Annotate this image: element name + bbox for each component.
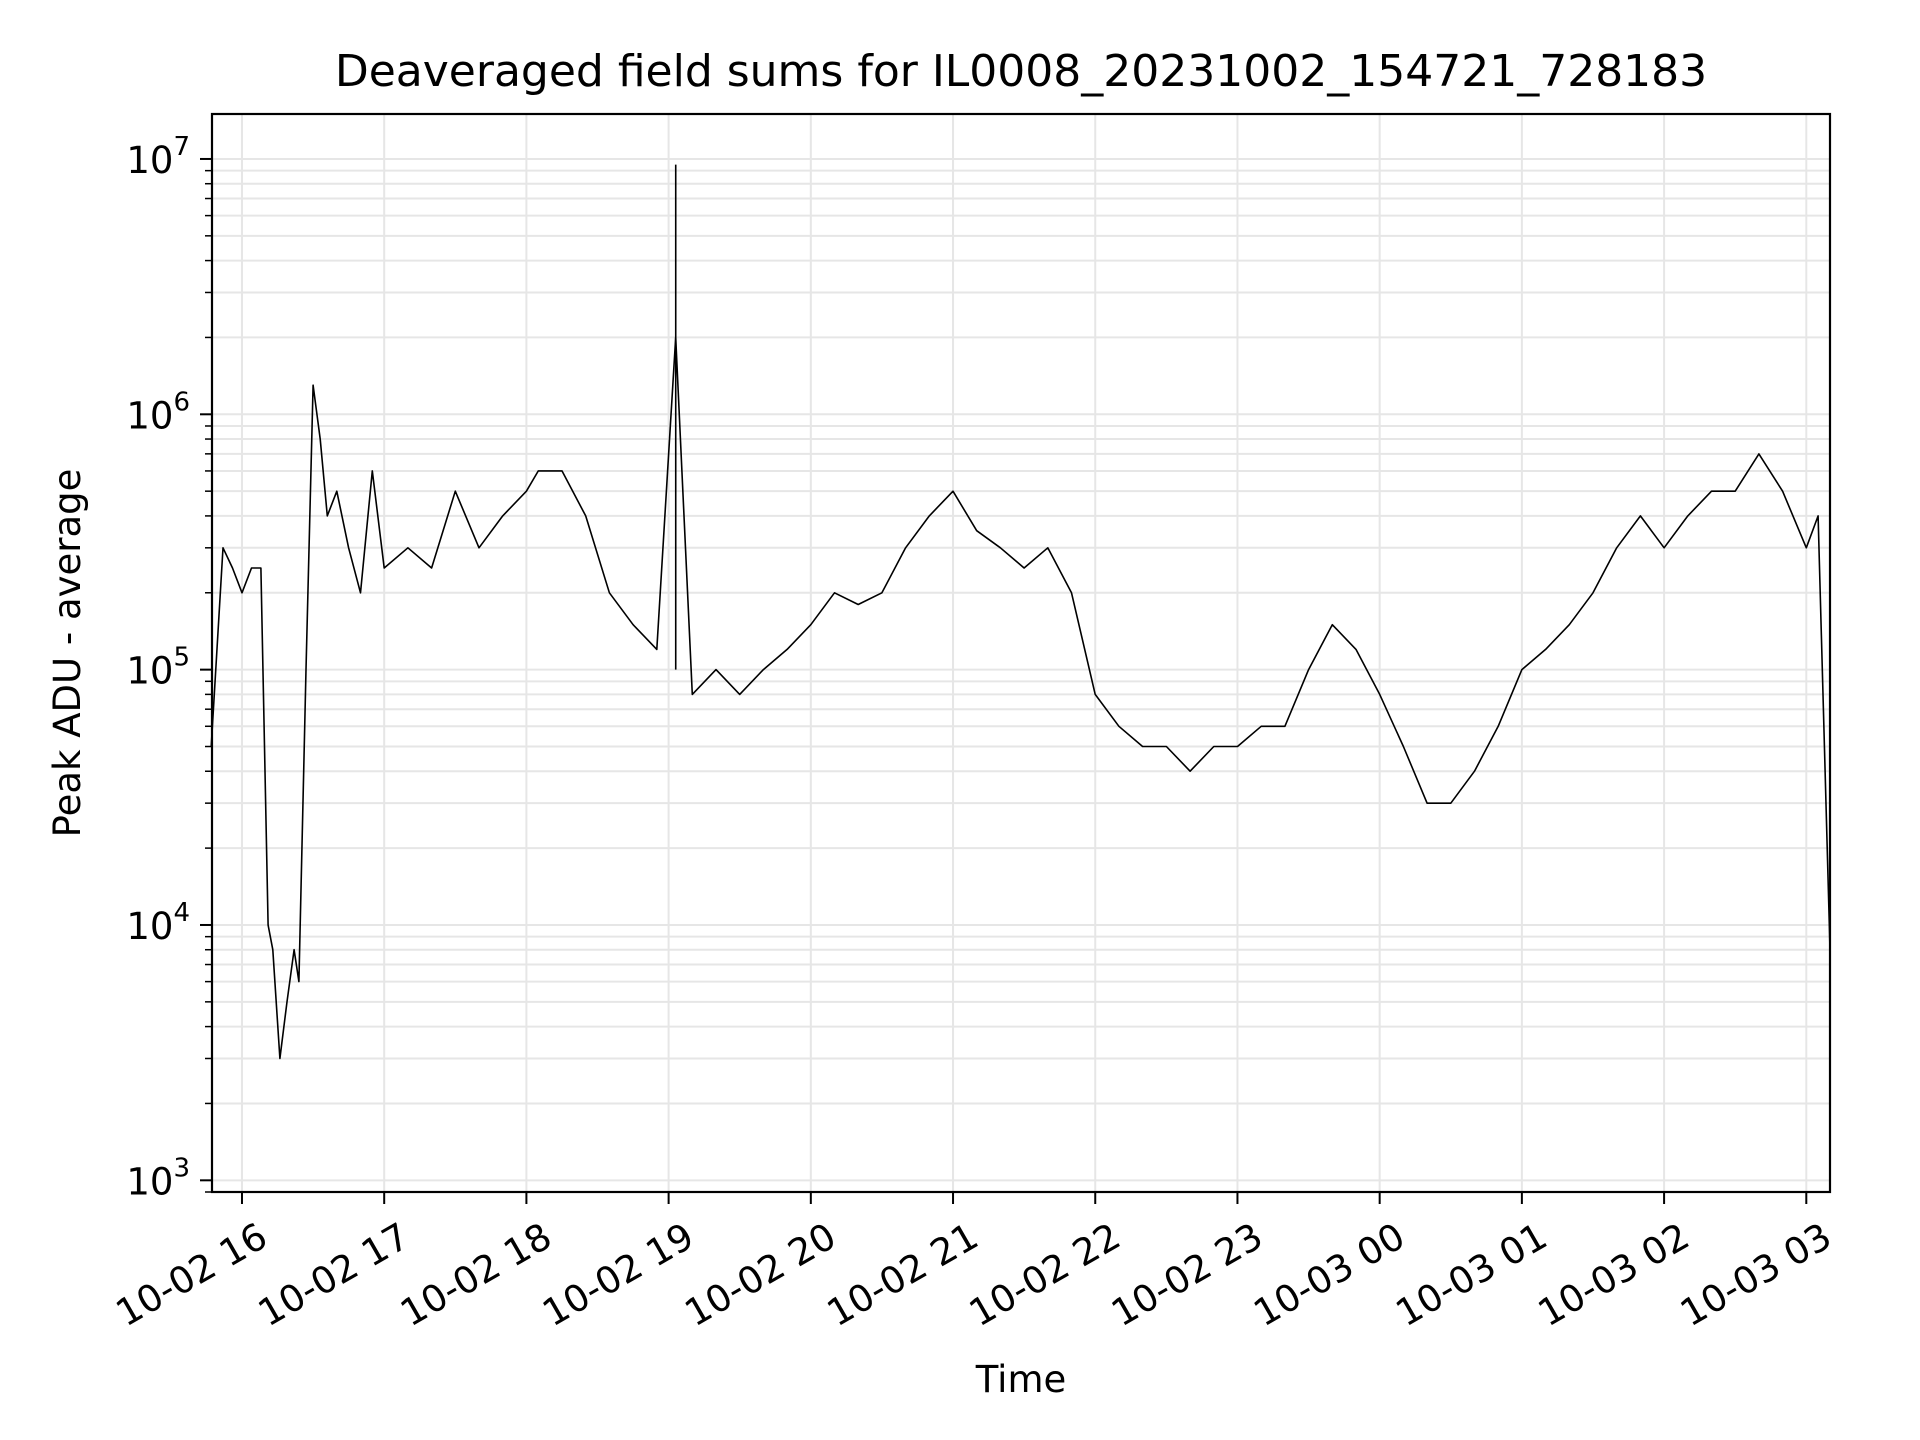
x-tick-label: 10-02 18 [393, 1215, 559, 1335]
x-tick-label: 10-02 23 [1104, 1215, 1270, 1335]
x-tick-label: 10-03 01 [1389, 1215, 1555, 1335]
x-tick-label: 10-02 20 [678, 1215, 844, 1335]
y-axis-label: Peak ADU - average [46, 469, 89, 838]
x-tick-label: 10-03 02 [1531, 1215, 1697, 1335]
minor-gridlines [212, 169, 1830, 1193]
major-gridlines [212, 114, 1830, 1192]
x-tick-label: 10-02 21 [820, 1215, 986, 1335]
x-tick-label: 10-02 17 [251, 1215, 417, 1335]
chart-title: Deaveraged field sums for IL0008_2023100… [335, 46, 1707, 97]
x-tick-label: 10-02 16 [109, 1215, 275, 1335]
y-tick-label: 105 [126, 643, 190, 693]
series-line [210, 336, 1831, 1060]
x-tick-label: 10-03 03 [1673, 1215, 1839, 1335]
x-tick-label: 10-02 19 [535, 1215, 701, 1335]
x-axis-label: Time [975, 1358, 1067, 1401]
y-tick-label: 107 [126, 132, 190, 182]
x-tick-label: 10-02 22 [962, 1215, 1128, 1335]
y-tick-label: 104 [126, 898, 190, 948]
series-layer [210, 164, 1831, 1060]
plot-frame [210, 112, 1832, 1194]
y-tick-label: 106 [126, 387, 190, 437]
x-tick-label: 10-03 00 [1246, 1215, 1412, 1335]
y-tick-label: 103 [126, 1153, 190, 1203]
